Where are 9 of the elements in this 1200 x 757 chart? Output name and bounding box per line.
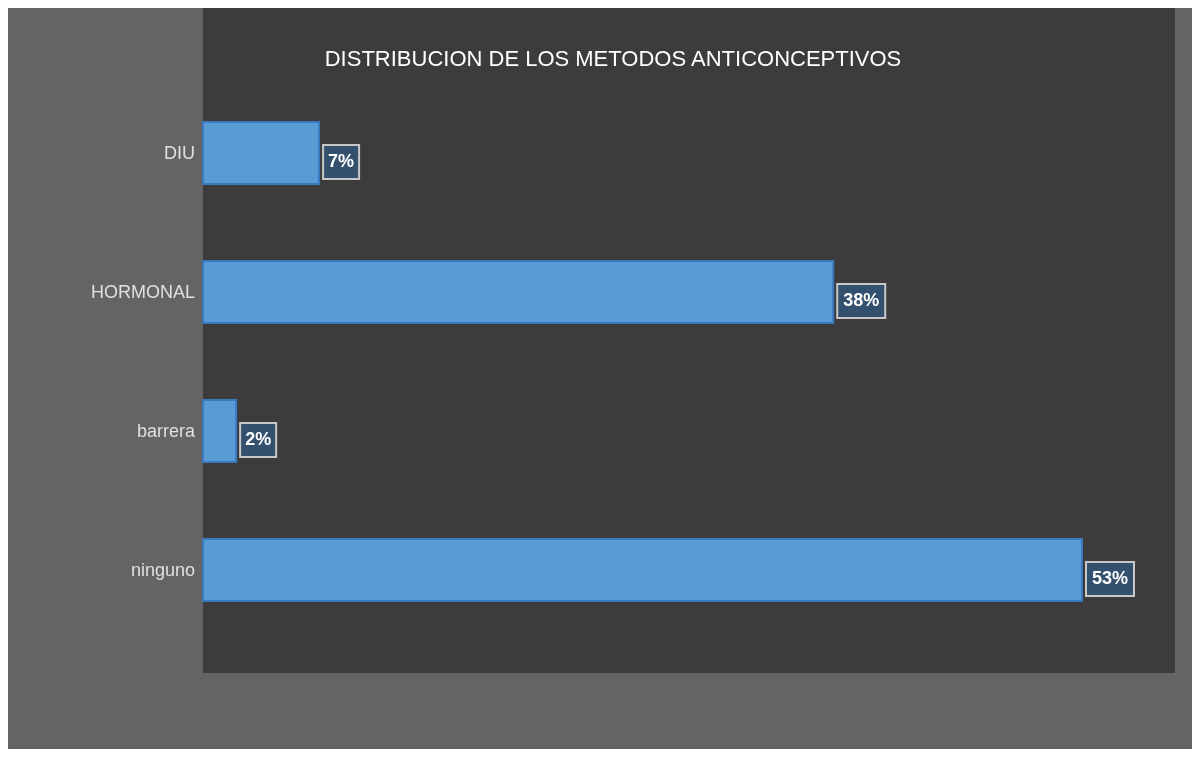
text: DISTRIBUCION DE LOS METODOS ANTICONCEPTIVOS [323, 46, 903, 72]
data-label: 2% [245, 428, 272, 449]
data-label: 38% [843, 289, 880, 310]
y-tick-label: ninguno [130, 559, 195, 580]
data-label: 7% [328, 150, 355, 171]
data-label: 53% [1091, 567, 1129, 588]
y-tick-label: DIU [164, 142, 195, 163]
y-tick-label: HORMONAL [90, 281, 195, 302]
y-tick-label: barrera [136, 420, 196, 441]
